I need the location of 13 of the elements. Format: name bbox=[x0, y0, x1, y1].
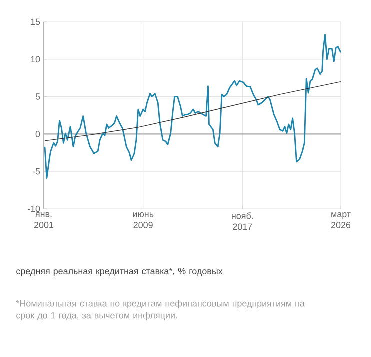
x-tick-label: март 2026 bbox=[331, 212, 351, 228]
y-tick-label: 0 bbox=[36, 131, 40, 138]
y-tick-label: -5 bbox=[32, 168, 40, 175]
x-tick-label: июнь 2009 bbox=[133, 212, 154, 228]
x-tick-label: янв. 2001 bbox=[34, 212, 54, 228]
text: *Номинальная ставка по кредитам нефинансовым предприятиям на срок до 1 года, за вычетом инфляции. bbox=[16, 300, 305, 321]
text: средняя реальная кредитная ставка*, % годовых bbox=[16, 268, 223, 276]
y-tick-label: -10 bbox=[28, 206, 40, 212]
x-tick-label: нояб. 2017 bbox=[232, 212, 254, 230]
y-tick-label: 15 bbox=[31, 18, 40, 26]
line-series bbox=[44, 81, 342, 142]
y-tick-label: 10 bbox=[31, 56, 40, 63]
y-tick-label: 5 bbox=[36, 94, 40, 100]
